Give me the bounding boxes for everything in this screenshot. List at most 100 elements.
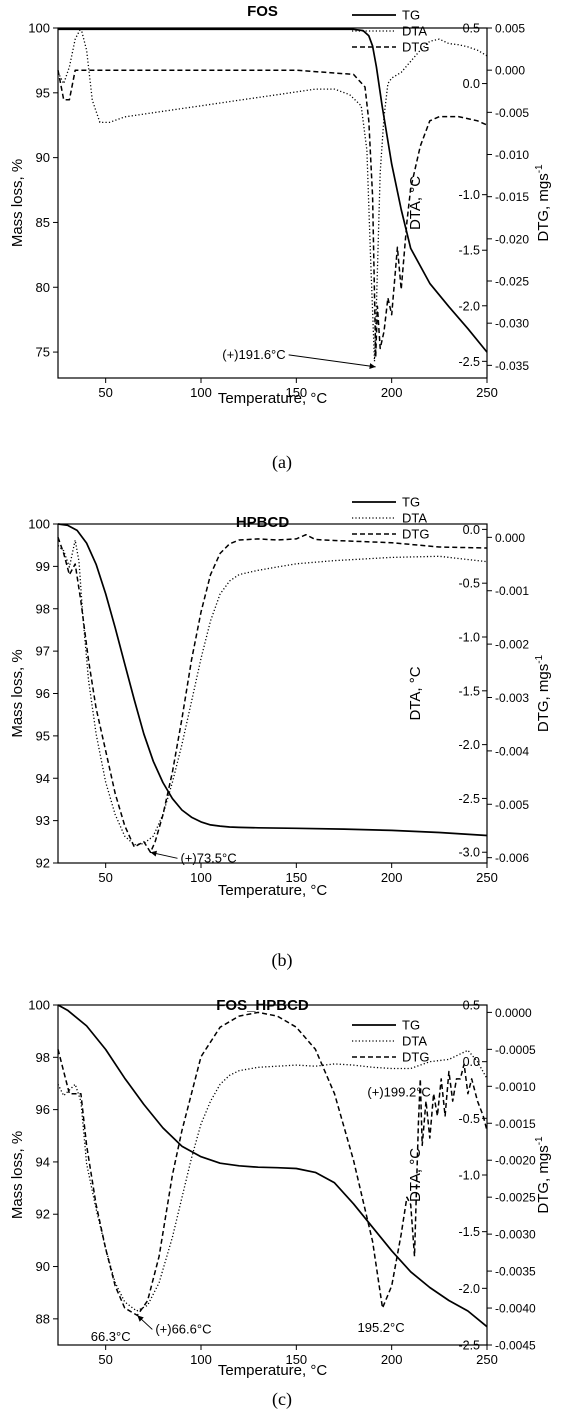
dta-tick-label: 0.0 xyxy=(463,523,480,537)
dta-tick-label: -0.5 xyxy=(458,1112,480,1126)
annotation-arrow xyxy=(288,354,376,368)
dtg-tick-label: -0.0030 xyxy=(495,1228,536,1242)
peak-annotation: (+)191.6°C xyxy=(222,347,285,362)
dta-tick-label: -3.0 xyxy=(458,846,480,860)
dtg-tick-label: -0.0025 xyxy=(495,1191,536,1205)
dtg-tick-label: -0.0040 xyxy=(495,1302,536,1316)
dtg-tick-label: -0.006 xyxy=(495,851,529,865)
series-dtg-line xyxy=(57,1011,488,1317)
chart-title: FOS_HPBCD xyxy=(216,997,309,1014)
left-tick-label: 95 xyxy=(36,728,50,743)
series-dta-line xyxy=(57,27,488,362)
dta-tick-label: -2.0 xyxy=(458,299,480,313)
dta-tick-label: -0.5 xyxy=(458,577,480,591)
x-tick-label: 150 xyxy=(285,870,307,885)
left-tick-label: 90 xyxy=(36,150,50,165)
left-tick-label: 92 xyxy=(36,856,50,871)
dtg-tick-label: -0.020 xyxy=(495,232,529,246)
left-tick-label: 100 xyxy=(28,517,50,532)
dtg-tick-label: -0.0035 xyxy=(495,1265,536,1279)
x-tick-label: 50 xyxy=(98,1352,112,1367)
dtg-tick-label: -0.001 xyxy=(495,584,529,598)
dtg-tick-label: -0.030 xyxy=(495,317,529,331)
plot-frame xyxy=(57,27,488,379)
peak-annotation: 195.2°C xyxy=(358,1320,405,1335)
dtg-tick-label: -0.0010 xyxy=(495,1080,536,1094)
legend-label-dtg: DTG xyxy=(402,1050,429,1065)
dtg-tick-label: -0.015 xyxy=(495,190,529,204)
legend-label-tg: TG xyxy=(402,495,420,510)
dtg-tick-label: 0.000 xyxy=(495,64,525,78)
left-tick-label: 94 xyxy=(36,1154,50,1169)
dta-tick-label: -1.5 xyxy=(458,1225,480,1239)
dtg-tick-label: -0.0020 xyxy=(495,1154,536,1168)
left-tick-label: 90 xyxy=(36,1259,50,1274)
dtg-tick-label: -0.0015 xyxy=(495,1117,536,1131)
left-tick-label: 95 xyxy=(36,85,50,100)
dtg-tick-label: -0.025 xyxy=(495,275,529,289)
annotation-arrowhead xyxy=(150,850,157,857)
x-tick-label: 250 xyxy=(476,1352,498,1367)
left-tick-label: 98 xyxy=(36,1050,50,1065)
dtg-tick-label: 0.005 xyxy=(495,22,525,36)
dta-tick-label: -2.0 xyxy=(458,738,480,752)
dta-axis-label: DTA, °C xyxy=(407,1148,424,1202)
peak-annotation: (+)66.6°C xyxy=(155,1321,211,1336)
legend-label-tg: TG xyxy=(402,1018,420,1033)
x-tick-label: 250 xyxy=(476,870,498,885)
figure-caption: (a) xyxy=(272,452,292,473)
dta-tick-label: -2.5 xyxy=(458,1339,480,1353)
dta-axis-label: DTA, °C xyxy=(407,666,424,720)
chart-title: FOS xyxy=(247,3,278,20)
left-tick-label: 100 xyxy=(28,998,50,1013)
left-tick-label: 93 xyxy=(36,813,50,828)
x-axis-label: Temperature, °C xyxy=(218,882,328,899)
dtg-axis-label: DTG, mgs-1 xyxy=(534,654,552,732)
left-tick-label: 98 xyxy=(36,601,50,616)
dtg-tick-label: -0.002 xyxy=(495,638,529,652)
series-tg-line xyxy=(58,28,488,353)
dtg-tick-label: -0.005 xyxy=(495,798,529,812)
left-y-axis-label: Mass loss, % xyxy=(9,649,26,737)
dta-tick-label: -1.5 xyxy=(458,684,480,698)
left-y-axis-label: Mass loss, % xyxy=(9,1131,26,1219)
legend-label-dtg: DTG xyxy=(402,527,429,542)
x-tick-label: 100 xyxy=(190,385,212,400)
left-tick-label: 99 xyxy=(36,559,50,574)
x-tick-label: 200 xyxy=(381,1352,403,1367)
legend-label-dta: DTA xyxy=(402,1034,427,1049)
annotation-arrowhead xyxy=(369,363,376,370)
dta-tick-label: -2.5 xyxy=(458,792,480,806)
series-dta-line xyxy=(57,539,488,846)
chart-title: HPBCD xyxy=(236,514,290,531)
left-tick-label: 80 xyxy=(36,280,50,295)
x-tick-label: 150 xyxy=(285,1352,307,1367)
left-tick-label: 94 xyxy=(36,771,50,786)
x-tick-label: 200 xyxy=(381,385,403,400)
dta-tick-label: -1.0 xyxy=(458,1169,480,1183)
left-tick-label: 92 xyxy=(36,1207,50,1222)
chart-panel-fos: 50 100 150 200 250 75 80 85 90 95 100 -2.5 -2.0 -1.5 -… xyxy=(9,3,552,473)
x-tick-label: 100 xyxy=(190,1352,212,1367)
left-tick-label: 85 xyxy=(36,215,50,230)
dta-tick-label: -1.5 xyxy=(458,244,480,258)
dtg-tick-label: -0.0005 xyxy=(495,1043,536,1057)
peak-annotation: 66.3°C xyxy=(91,1329,131,1344)
series-dtg-line xyxy=(57,69,488,358)
dtg-tick-label: -0.0045 xyxy=(495,1339,536,1353)
dtg-tick-label: -0.004 xyxy=(495,744,529,758)
left-tick-label: 75 xyxy=(36,345,50,360)
x-tick-label: 50 xyxy=(98,385,112,400)
dta-tick-label: -2.0 xyxy=(458,1282,480,1296)
dta-axis-label: DTA, °C xyxy=(407,176,424,230)
legend-label-dtg: DTG xyxy=(402,40,429,55)
x-tick-label: 250 xyxy=(476,385,498,400)
dtg-axis-label: DTG, mgs-1 xyxy=(534,164,552,242)
dta-tick-label: 0.5 xyxy=(463,999,480,1013)
dta-tick-label: 0.5 xyxy=(463,22,480,36)
chart-panel-fos_hpbcd: 50 100 150 200 250 88 90 92 94 96 98 100 -2.5 -2.0 -1.… xyxy=(9,997,552,1410)
figure-caption: (c) xyxy=(272,1389,292,1410)
dtg-tick-label: 0.0000 xyxy=(495,1006,532,1020)
left-tick-label: 96 xyxy=(36,1102,50,1117)
